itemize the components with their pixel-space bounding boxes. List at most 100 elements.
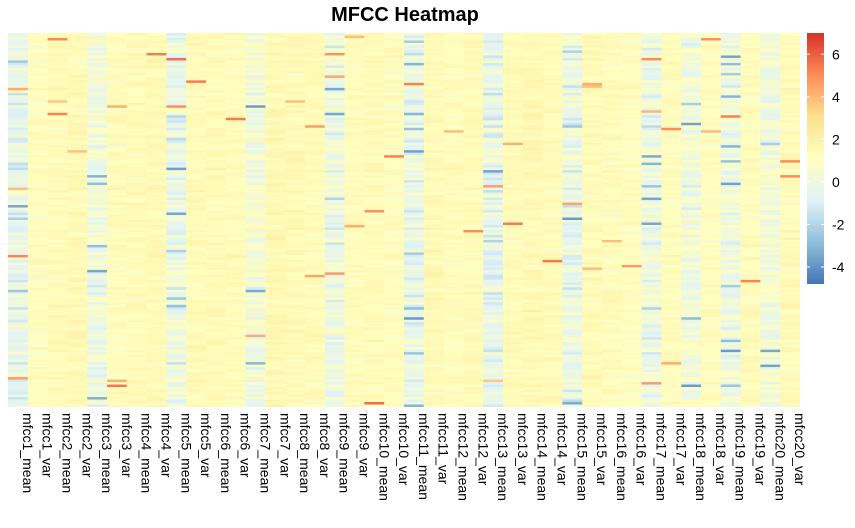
heatmap-cell [344, 117, 365, 121]
heatmap-cell [344, 397, 365, 400]
heatmap-cell [166, 155, 187, 158]
heatmap-cell [67, 334, 88, 338]
heatmap-cell [384, 167, 405, 171]
heatmap-cell [186, 157, 207, 161]
heatmap-cell [364, 150, 385, 153]
heatmap-cell [265, 379, 286, 383]
heatmap-cell [126, 70, 147, 74]
heatmap-cell [87, 327, 108, 330]
heatmap-cell [305, 135, 326, 139]
heatmap-cell [126, 147, 147, 151]
heatmap-cell [344, 402, 365, 405]
heatmap-cell [305, 367, 326, 370]
heatmap-cell [225, 362, 246, 365]
heatmap-cell [443, 269, 464, 273]
heatmap-cell [27, 202, 48, 206]
heatmap-cell [582, 229, 603, 233]
heatmap-cell [265, 269, 286, 273]
heatmap-cell [582, 115, 603, 119]
heatmap-cell [245, 379, 266, 383]
heatmap-cell [483, 85, 504, 89]
heatmap-cell [582, 197, 603, 201]
heatmap-cell [503, 367, 524, 370]
heatmap-cell [107, 254, 128, 258]
heatmap-cell [562, 67, 583, 71]
heatmap-cell [166, 287, 187, 291]
heatmap-cell [206, 67, 227, 71]
heatmap-cell [344, 257, 365, 261]
heatmap-column [87, 33, 108, 407]
heatmap-cell [47, 249, 68, 253]
heatmap-cell [126, 125, 147, 129]
heatmap-cell [107, 65, 128, 69]
heatmap-cell [621, 47, 642, 51]
heatmap-cell [602, 279, 623, 283]
heatmap-cell [27, 257, 48, 261]
heatmap-cell [522, 242, 543, 246]
heatmap-cell [542, 299, 563, 303]
heatmap-cell [423, 187, 444, 191]
heatmap-cell [107, 389, 128, 393]
heatmap-cell [8, 349, 29, 353]
heatmap-cell [107, 160, 128, 163]
heatmap-cell [324, 322, 345, 326]
heatmap-cell [126, 362, 147, 365]
heatmap-cell [443, 202, 464, 206]
heatmap-cell [641, 232, 662, 236]
heatmap-cell [384, 394, 405, 398]
heatmap-cell [463, 279, 484, 283]
heatmap-cell [602, 222, 623, 226]
heatmap-cell [582, 72, 603, 76]
heatmap-cell [621, 145, 642, 148]
heatmap-cell [225, 187, 246, 191]
heatmap-cell [364, 185, 385, 188]
heatmap-cell [47, 107, 68, 111]
heatmap-cell [562, 172, 583, 176]
heatmap-cell [384, 309, 405, 313]
heatmap-cell [562, 107, 583, 111]
heatmap-cell [344, 162, 365, 166]
heatmap-cell [503, 299, 524, 303]
heatmap-cell [285, 162, 306, 166]
heatmap-cell [641, 82, 662, 86]
heatmap-cell [364, 227, 385, 231]
heatmap-cell [602, 372, 623, 375]
heatmap-cell [443, 200, 464, 203]
heatmap-cell [602, 125, 623, 129]
heatmap-cell [87, 50, 108, 54]
heatmap-cell [621, 232, 642, 236]
heatmap-cell [245, 249, 266, 253]
heatmap-cell [324, 120, 345, 124]
heatmap-cell [8, 100, 29, 104]
heatmap-cell [443, 147, 464, 151]
heatmap-cell [265, 392, 286, 395]
heatmap-cell [305, 374, 326, 378]
heatmap-cell [47, 337, 68, 340]
heatmap-cell [542, 324, 563, 328]
heatmap-cell [107, 67, 128, 71]
heatmap-cell [27, 222, 48, 226]
heatmap-cell [67, 279, 88, 283]
heatmap-cell [126, 274, 147, 278]
heatmap-cell [87, 127, 108, 131]
heatmap-cell [126, 215, 147, 218]
heatmap-cell [364, 97, 385, 101]
heatmap-cell [641, 299, 662, 303]
heatmap-cell [206, 277, 227, 281]
heatmap-cell [324, 289, 345, 293]
heatmap-cell [8, 362, 29, 365]
heatmap-cell [324, 339, 345, 343]
heatmap-cell [384, 202, 405, 206]
heatmap-cell [562, 237, 583, 241]
heatmap-cell [463, 50, 484, 54]
heatmap-cell [344, 267, 365, 271]
heatmap-cell [503, 37, 524, 41]
heatmap-cell [8, 167, 29, 171]
heatmap-cell [404, 334, 425, 338]
heatmap-cell [621, 165, 642, 168]
heatmap-cell [126, 264, 147, 268]
heatmap-cell [364, 222, 385, 226]
heatmap-cell [344, 224, 365, 228]
heatmap-cell [483, 197, 504, 201]
heatmap-cell [245, 145, 266, 148]
